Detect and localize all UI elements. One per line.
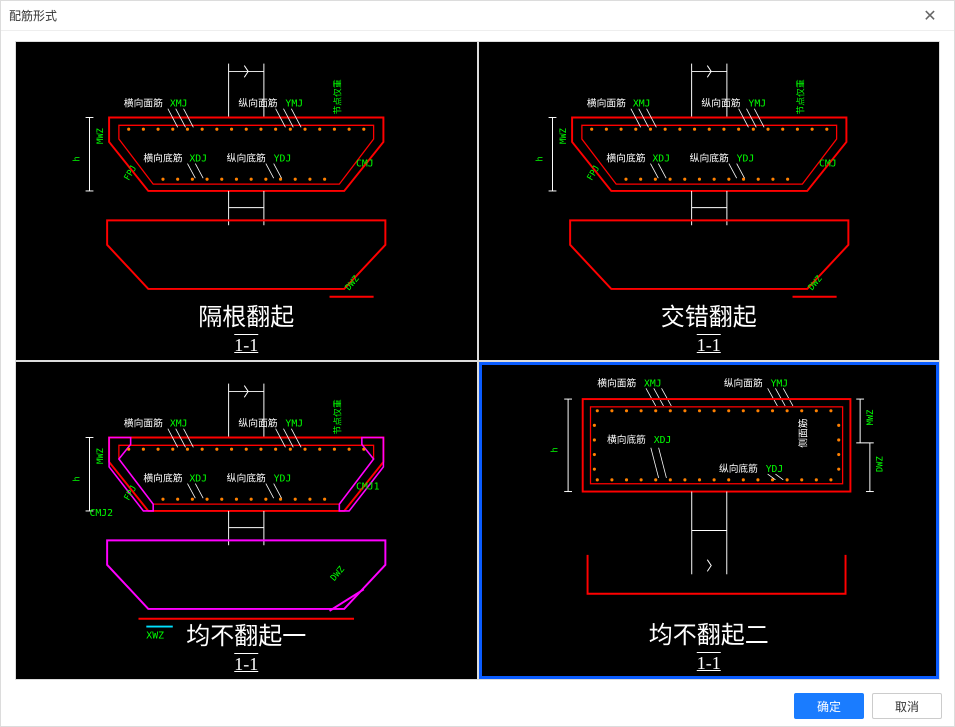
svg-text:节点仅重: 节点仅重 xyxy=(794,79,806,114)
svg-text:XMJ: XMJ xyxy=(644,378,662,389)
cancel-button[interactable]: 取消 xyxy=(872,693,942,719)
option-1[interactable]: h xyxy=(16,42,477,360)
svg-text:DWZ: DWZ xyxy=(344,274,362,293)
svg-text:节点仅重: 节点仅重 xyxy=(331,79,343,114)
label-xmj: 横向面筋 xyxy=(124,97,163,110)
dialog: 配筋形式 ✕ xyxy=(0,0,955,727)
svg-text:XMJ: XMJ xyxy=(170,418,188,429)
svg-text:横向底筋: 横向底筋 xyxy=(143,152,182,165)
svg-text:XDJ: XDJ xyxy=(652,154,670,165)
svg-text:XMJ: XMJ xyxy=(632,99,650,110)
svg-text:YMJ: YMJ xyxy=(285,99,303,110)
svg-text:XDJ: XDJ xyxy=(653,434,671,445)
svg-text:YMJ: YMJ xyxy=(748,99,766,110)
svg-text:横向底筋: 横向底筋 xyxy=(607,432,646,445)
svg-text:CMJ: CMJ xyxy=(356,158,374,169)
svg-text:纵向面筋: 纵向面筋 xyxy=(701,97,740,110)
svg-text:XMJ: XMJ xyxy=(170,99,188,110)
svg-text:h: h xyxy=(73,156,83,161)
svg-text:纵向面筋: 纵向面筋 xyxy=(723,376,762,389)
svg-text:纵向底筋: 纵向底筋 xyxy=(718,462,757,475)
svg-text:MWZ: MWZ xyxy=(96,127,106,144)
svg-text:DWZ: DWZ xyxy=(875,456,885,472)
svg-text:横向底筋: 横向底筋 xyxy=(606,152,645,165)
svg-text:侧面筋: 侧面筋 xyxy=(796,418,809,447)
svg-text:CMJ1: CMJ1 xyxy=(356,481,380,492)
svg-text:DWZ: DWZ xyxy=(806,274,824,293)
svg-text:YMJ: YMJ xyxy=(770,378,788,389)
svg-text:MWZ: MWZ xyxy=(96,447,106,464)
svg-text:横向面筋: 横向面筋 xyxy=(597,376,636,389)
svg-text:纵向底筋: 纵向底筋 xyxy=(689,152,728,165)
content-area: h xyxy=(1,31,954,686)
svg-text:FPJ: FPJ xyxy=(585,164,602,183)
svg-text:MWZ: MWZ xyxy=(559,127,569,144)
option-3-subtitle: 1-1 xyxy=(18,654,475,675)
svg-text:h: h xyxy=(550,447,560,452)
svg-text:CMJ2: CMJ2 xyxy=(89,507,113,518)
svg-text:横向底筋: 横向底筋 xyxy=(143,471,182,484)
svg-text:YMJ: YMJ xyxy=(285,418,303,429)
svg-text:纵向底筋: 纵向底筋 xyxy=(227,471,266,484)
svg-text:横向面筋: 横向面筋 xyxy=(586,97,625,110)
svg-text:节点仅重: 节点仅重 xyxy=(331,399,343,434)
option-2-title: 交错翻起 xyxy=(481,297,938,332)
option-1-title: 隔根翻起 xyxy=(18,297,475,332)
svg-text:YDJ: YDJ xyxy=(274,473,292,484)
close-icon[interactable]: ✕ xyxy=(914,1,946,31)
option-3-title: 均不翻起一 xyxy=(18,616,475,651)
svg-text:YDJ: YDJ xyxy=(736,154,754,165)
svg-text:纵向面筋: 纵向面筋 xyxy=(238,97,277,110)
option-2[interactable]: h 横向面筋 XMJ 纵向面筋 YMJ xyxy=(479,42,940,360)
window-title: 配筋形式 xyxy=(9,7,57,24)
svg-text:YDJ: YDJ xyxy=(274,154,292,165)
svg-text:XDJ: XDJ xyxy=(189,473,207,484)
option-3[interactable]: h 横向面筋 xyxy=(16,362,477,680)
ok-button[interactable]: 确定 xyxy=(794,693,864,719)
option-4-subtitle: 1-1 xyxy=(482,653,937,674)
svg-text:h: h xyxy=(73,476,83,481)
svg-text:纵向面筋: 纵向面筋 xyxy=(238,416,277,429)
svg-text:h: h xyxy=(535,156,545,161)
svg-text:MWZ: MWZ xyxy=(865,409,875,425)
footer: 确定 取消 xyxy=(1,686,954,726)
svg-text:DWZ: DWZ xyxy=(329,564,347,583)
svg-text:纵向底筋: 纵向底筋 xyxy=(227,152,266,165)
option-1-subtitle: 1-1 xyxy=(18,335,475,356)
svg-text:FPJ: FPJ xyxy=(123,164,140,183)
option-4-title: 均不翻起二 xyxy=(482,615,937,650)
svg-text:横向面筋: 横向面筋 xyxy=(124,416,163,429)
svg-text:YDJ: YDJ xyxy=(765,464,783,475)
option-2-subtitle: 1-1 xyxy=(481,335,938,356)
option-grid: h xyxy=(15,41,940,680)
svg-text:CMJ: CMJ xyxy=(818,158,836,169)
titlebar: 配筋形式 ✕ xyxy=(1,1,954,31)
svg-text:XDJ: XDJ xyxy=(189,154,207,165)
option-4[interactable]: 横向面筋 XMJ 纵向面筋 YMJ h xyxy=(479,362,940,680)
